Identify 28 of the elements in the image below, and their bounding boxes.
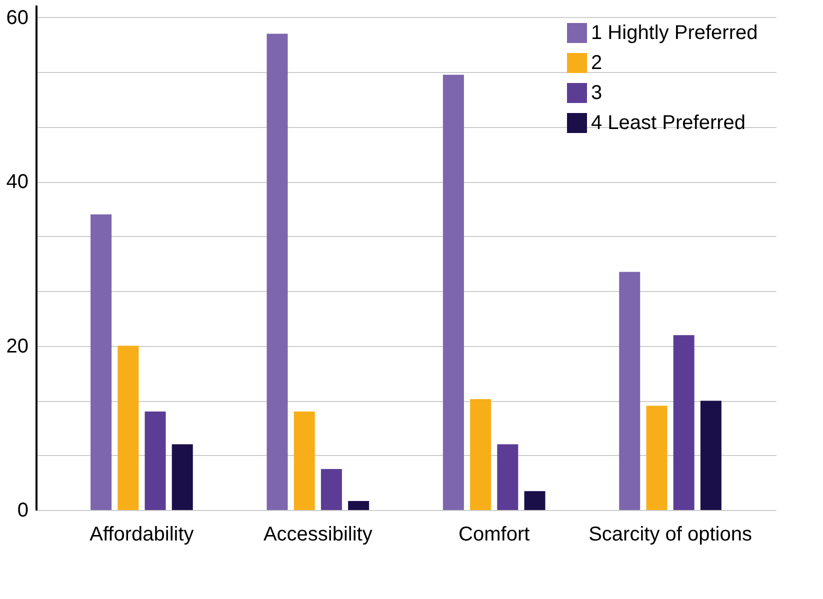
x-tick-label: Affordability — [90, 524, 194, 546]
bar — [442, 74, 464, 510]
bar — [673, 335, 694, 510]
bar — [90, 214, 112, 510]
bar — [144, 411, 166, 510]
bar — [172, 444, 193, 510]
bar — [294, 411, 315, 510]
bar — [320, 468, 342, 510]
y-tick-label: 60 — [6, 6, 28, 29]
y-tick-label: 40 — [6, 171, 28, 194]
bar — [118, 346, 139, 510]
x-tick-label: Comfort — [458, 524, 530, 546]
x-tick-label: Accessibility — [263, 524, 372, 546]
bar — [700, 400, 722, 510]
bar — [470, 399, 492, 510]
legend-label: 1 Hightly Preferred — [591, 22, 758, 44]
legend-label: 2 — [591, 52, 602, 74]
legend-label: 4 Least Preferred — [591, 112, 746, 134]
x-tick-label: Scarcity of options — [588, 524, 752, 546]
y-tick-label: 20 — [6, 335, 28, 358]
bar — [348, 500, 370, 510]
bar — [524, 491, 546, 510]
legend-label: 3 — [591, 82, 602, 104]
bar — [497, 444, 518, 510]
y-tick-label: 0 — [17, 500, 28, 522]
bar — [646, 406, 668, 510]
bar — [266, 34, 288, 510]
bar — [619, 272, 640, 510]
